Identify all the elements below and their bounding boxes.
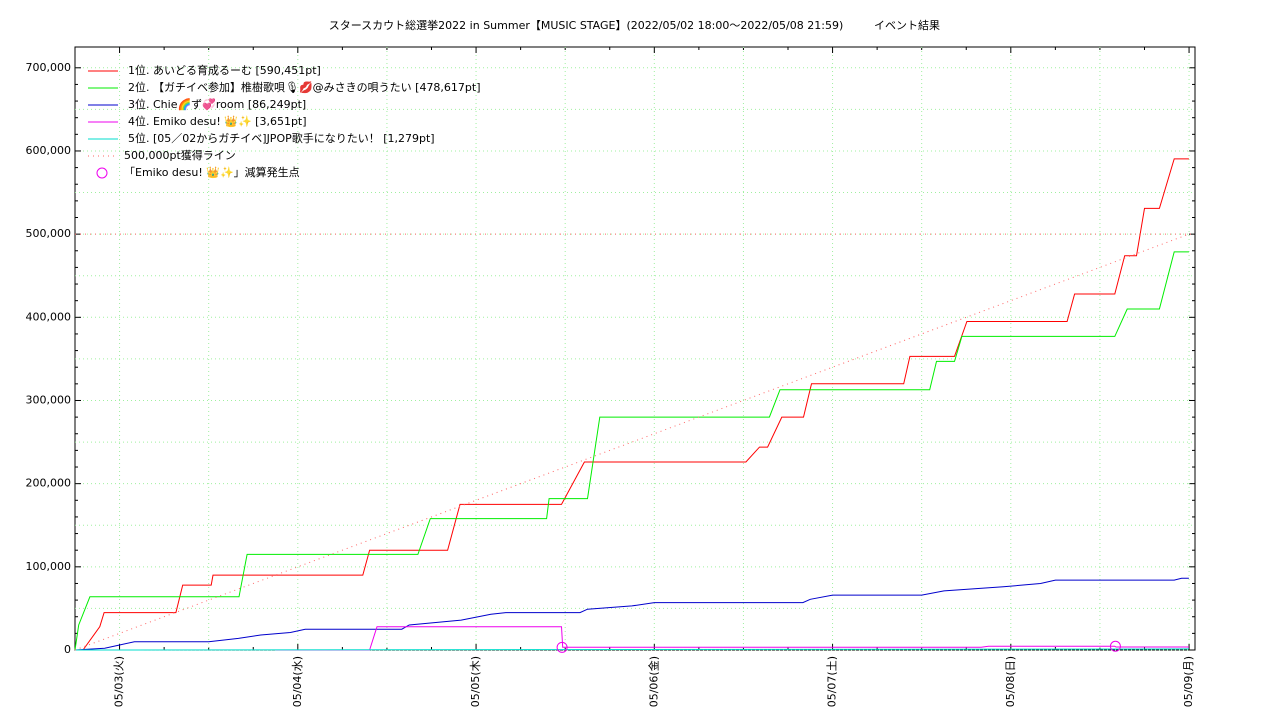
y-tick-label: 200,000: [26, 477, 72, 490]
legend-label: 4位. Emiko desu! 👑✨ [3,651pt]: [128, 114, 307, 128]
x-tick-label: 05/04(水): [291, 656, 304, 707]
series-line: [275, 626, 1189, 651]
chart-subtitle: イベント結果: [874, 18, 940, 32]
event-marker: [556, 641, 568, 653]
event-marker: [1109, 640, 1121, 652]
series-line: [74, 648, 1189, 651]
chart-title: スタースカウト総選挙2022 in Summer【MUSIC STAGE】(20…: [329, 18, 844, 32]
legend-marker: [96, 167, 108, 179]
x-tick-label: 05/06(金): [646, 656, 660, 707]
legend-label: 500,000pt獲得ライン: [124, 149, 236, 162]
y-tick-label: 400,000: [26, 310, 72, 323]
x-tick-label: 05/09(月): [1182, 656, 1195, 707]
legend-label: 2位. 【ガチイベ参加】椎樹歌唄🎙💋@みさきの唄うたい [478,617pt]: [128, 80, 481, 94]
legend-label: 「Emiko desu! 👑✨」減算発生点: [124, 165, 300, 179]
legend-label: 1位. あいどる育成るーむ [590,451pt]: [128, 63, 321, 77]
series-line: [74, 577, 1189, 651]
y-tick-label: 600,000: [26, 144, 72, 157]
y-tick-label: 0: [64, 643, 71, 656]
series-line: [74, 251, 1189, 651]
legend-label: 3位. Chie🌈ず💞room [86,249pt]: [128, 97, 306, 111]
y-tick-label: 700,000: [26, 61, 72, 74]
legend-label: 5位. [05／02からガチイベ]JPOP歌手になりたい！ [1,279pt]: [128, 131, 435, 145]
x-tick-label: 05/05(木): [469, 656, 482, 707]
y-tick-label: 500,000: [26, 227, 72, 240]
x-tick-label: 05/07(土): [826, 656, 839, 707]
x-tick-label: 05/08(日): [1004, 656, 1017, 707]
y-tick-label: 100,000: [26, 560, 72, 573]
x-tick-label: 05/03(火): [113, 656, 126, 707]
y-tick-label: 300,000: [26, 393, 72, 406]
reference-line: [74, 233, 1190, 651]
series-line: [82, 158, 1189, 651]
